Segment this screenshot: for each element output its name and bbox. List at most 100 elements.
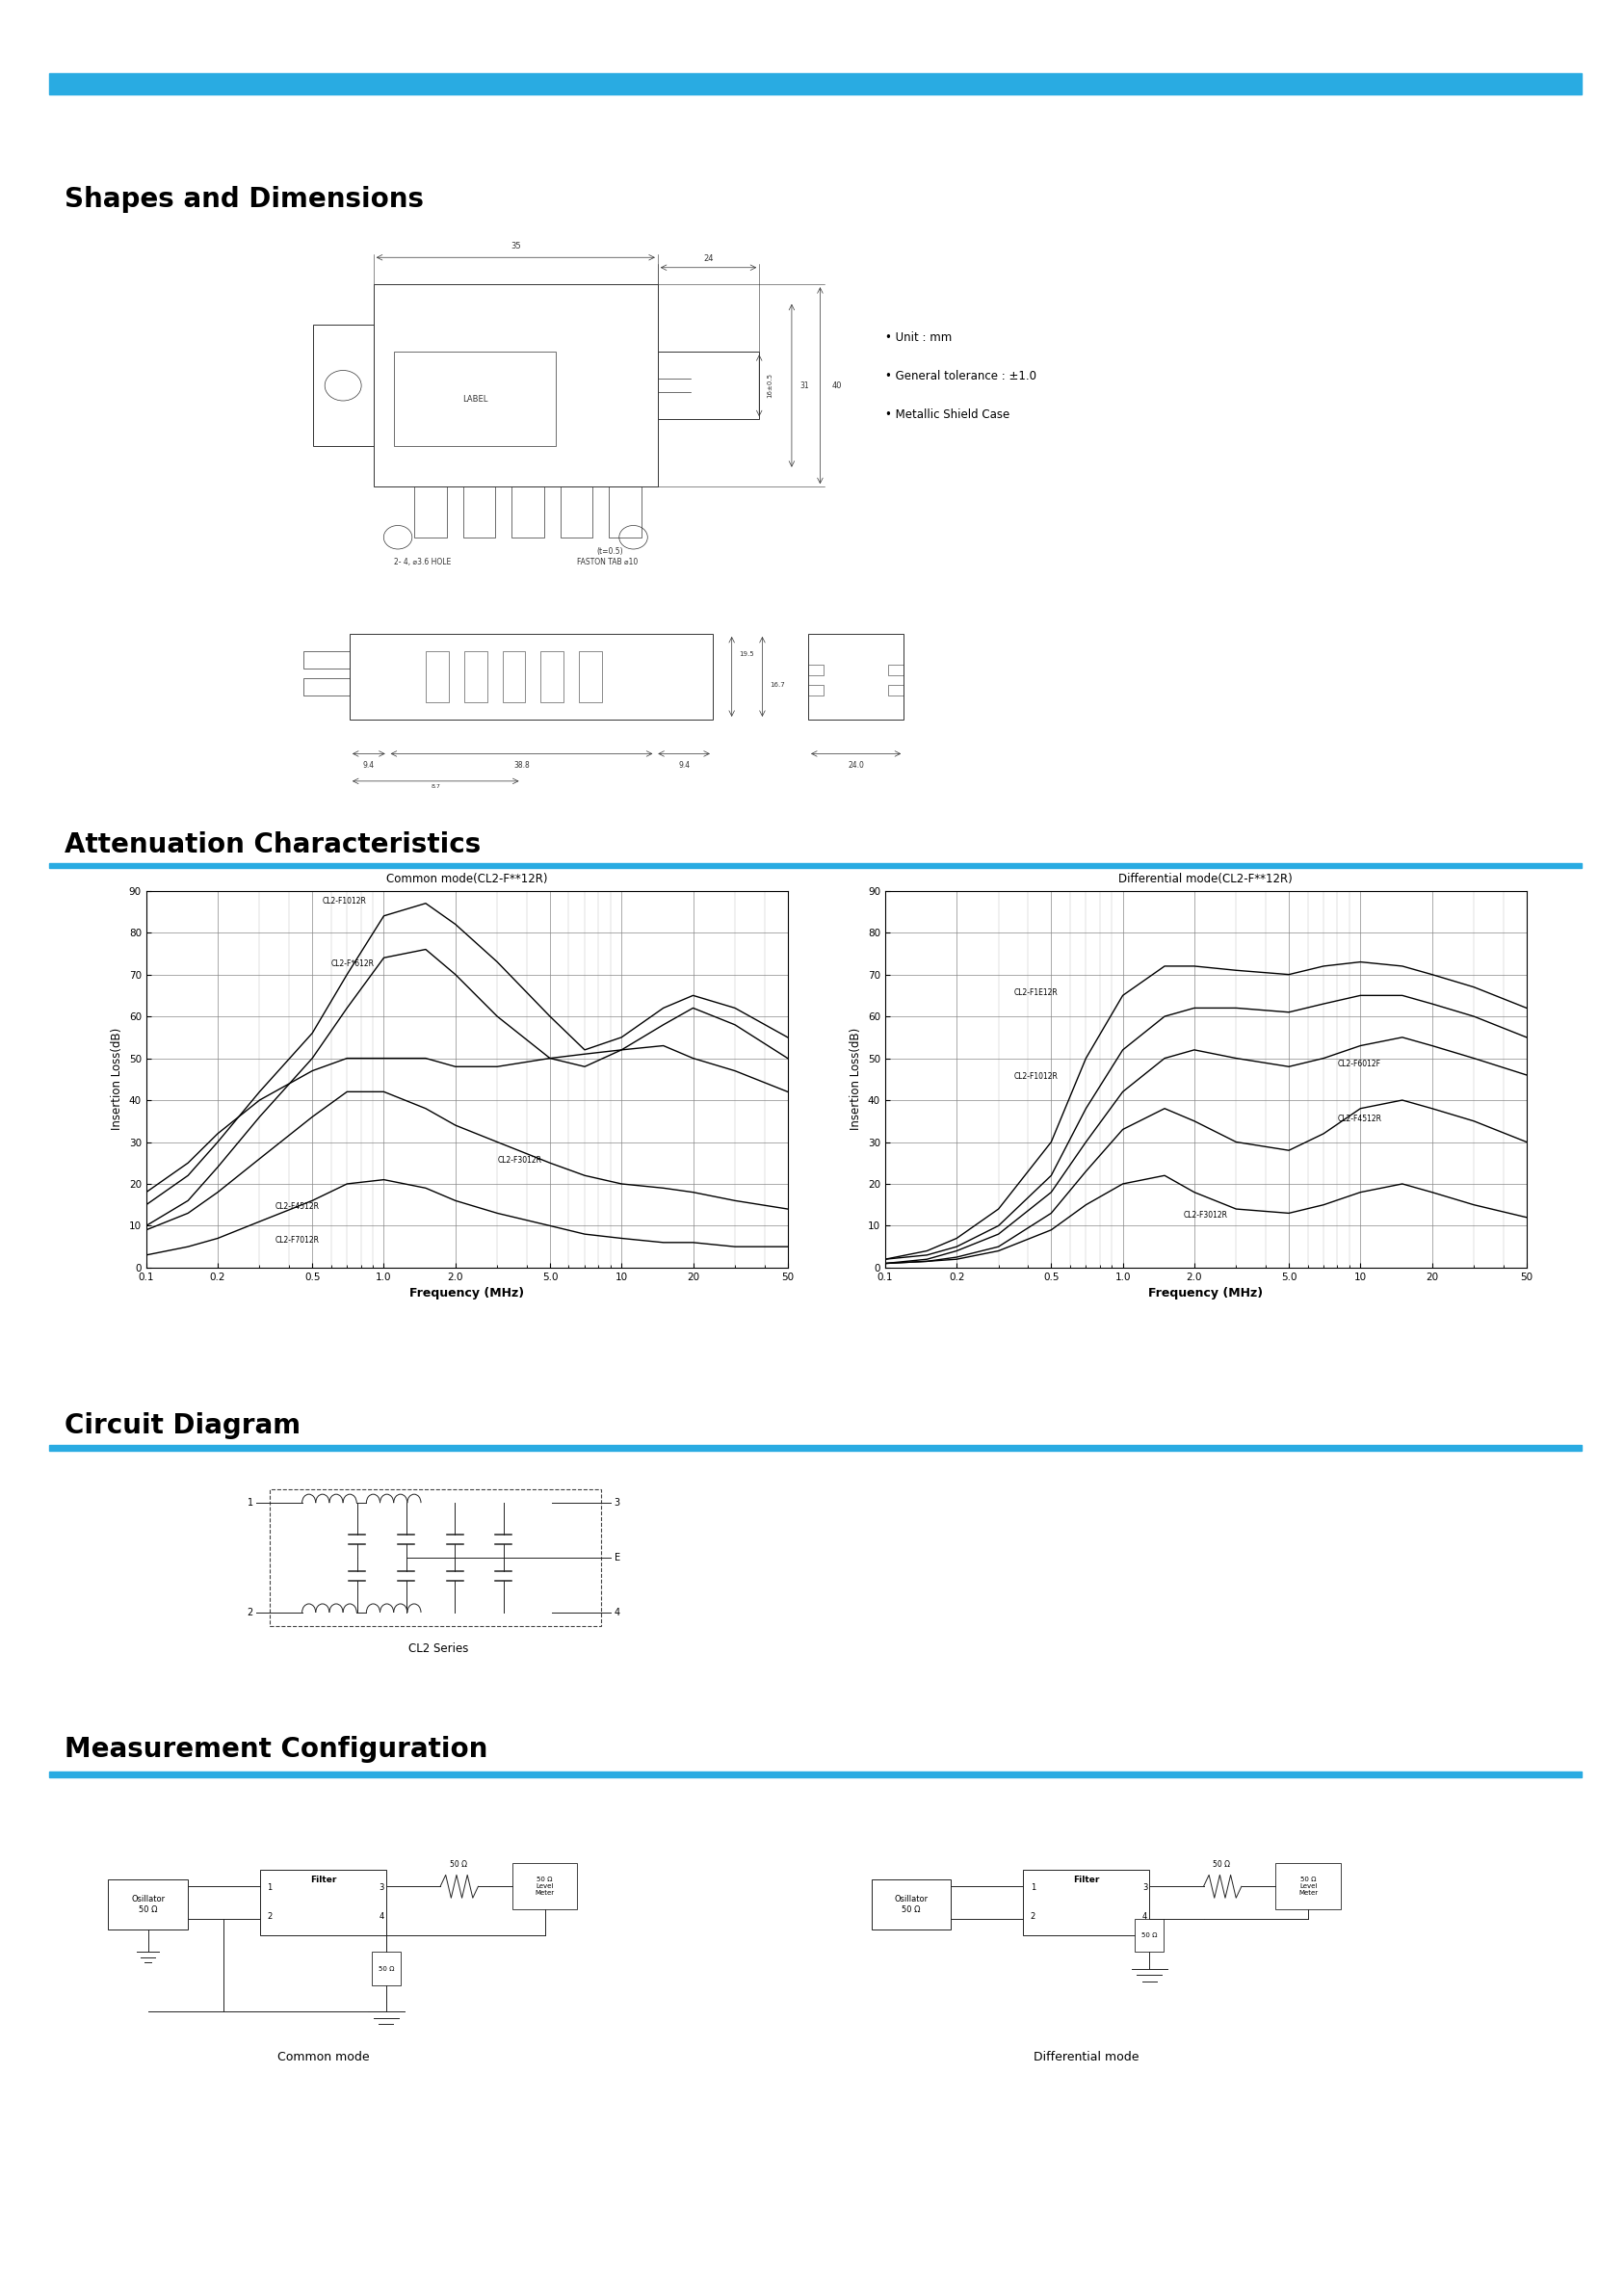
Bar (312, 324, 374, 445)
Bar (609, 486, 641, 537)
Text: 2: 2 (1030, 1912, 1036, 1921)
Text: CL2-F7012R: CL2-F7012R (276, 1236, 320, 1245)
Text: 3: 3 (1142, 1882, 1148, 1891)
Text: 50 Ω: 50 Ω (378, 1967, 395, 1971)
Text: 9.4: 9.4 (362, 761, 375, 770)
Text: 4: 4 (378, 1912, 383, 1921)
Y-axis label: Insertion Loss(dB): Insertion Loss(dB) (110, 1028, 123, 1131)
Bar (349, 635, 713, 719)
Text: 31: 31 (801, 381, 809, 391)
Text: 9.4: 9.4 (679, 761, 690, 770)
Text: 50 Ω: 50 Ω (450, 1859, 468, 1868)
Bar (888, 665, 903, 676)
Bar (578, 651, 603, 703)
Text: (t=0.5): (t=0.5) (598, 548, 624, 555)
Text: CL2-F3012R: CL2-F3012R (1184, 1211, 1228, 1220)
Bar (49, 1772, 1582, 1777)
Bar (560, 486, 593, 537)
Bar (374, 286, 658, 486)
Text: 4: 4 (614, 1608, 620, 1617)
Bar (512, 486, 544, 537)
Text: Common mode: Common mode (278, 2051, 369, 2062)
Bar (513, 1864, 578, 1909)
Bar (463, 486, 495, 537)
Text: LABEL: LABEL (463, 395, 487, 404)
Bar (270, 1489, 601, 1626)
Text: CL2-F3012R: CL2-F3012R (497, 1156, 541, 1165)
Bar (260, 1871, 387, 1937)
Text: Filter: Filter (1073, 1875, 1099, 1884)
Text: CL2 Series: CL2 Series (409, 1642, 468, 1656)
Bar (1276, 1864, 1341, 1909)
Text: • Metallic Shield Case: • Metallic Shield Case (885, 409, 1010, 420)
Title: Differential mode(CL2-F**12R): Differential mode(CL2-F**12R) (1119, 872, 1293, 886)
Text: Circuit Diagram: Circuit Diagram (65, 1412, 300, 1439)
Text: 4: 4 (1142, 1912, 1147, 1921)
Text: Differential mode: Differential mode (1033, 2051, 1138, 2062)
Text: CL2-F6012F: CL2-F6012F (1338, 1060, 1380, 1069)
Bar (502, 651, 526, 703)
Text: 38.8: 38.8 (513, 761, 529, 770)
Bar (872, 1880, 952, 1930)
Text: 24.0: 24.0 (848, 761, 864, 770)
Bar (304, 651, 349, 669)
Text: 1: 1 (247, 1498, 253, 1507)
Y-axis label: Insertion Loss(dB): Insertion Loss(dB) (849, 1028, 862, 1131)
Text: 2- 4, ⌀3.6 HOLE: 2- 4, ⌀3.6 HOLE (393, 557, 451, 566)
Bar (49, 863, 1582, 868)
Text: Measurement Configuration: Measurement Configuration (65, 1736, 489, 1763)
Text: 50 Ω
Level
Meter: 50 Ω Level Meter (1299, 1877, 1319, 1896)
Text: CL2-F1012R: CL2-F1012R (322, 898, 367, 904)
Bar (393, 352, 555, 445)
Bar (372, 1953, 401, 1985)
Text: • General tolerance : ±1.0: • General tolerance : ±1.0 (885, 370, 1036, 381)
Bar (541, 651, 564, 703)
Text: 24: 24 (703, 254, 713, 263)
Text: 1: 1 (1030, 1882, 1036, 1891)
Title: Common mode(CL2-F**12R): Common mode(CL2-F**12R) (387, 872, 547, 886)
Text: Shapes and Dimensions: Shapes and Dimensions (65, 185, 424, 212)
Bar (809, 665, 823, 676)
Text: 50 Ω: 50 Ω (1142, 1932, 1158, 1939)
Text: 50 Ω
Level
Meter: 50 Ω Level Meter (536, 1877, 555, 1896)
Bar (888, 685, 903, 697)
Text: Filter: Filter (310, 1875, 336, 1884)
X-axis label: Frequency (MHz): Frequency (MHz) (409, 1288, 525, 1300)
Text: E: E (614, 1553, 620, 1562)
Text: 2: 2 (247, 1608, 253, 1617)
Text: 3: 3 (614, 1498, 620, 1507)
Text: CL2-F1012R: CL2-F1012R (1015, 1073, 1059, 1080)
Text: 3: 3 (378, 1882, 385, 1891)
Text: Osillator
50 Ω: Osillator 50 Ω (132, 1896, 166, 1914)
Text: 16.7: 16.7 (770, 683, 784, 687)
Text: CL2-F1E12R: CL2-F1E12R (1015, 989, 1059, 998)
Text: 2: 2 (266, 1912, 273, 1921)
Text: 16±0.5: 16±0.5 (768, 372, 773, 397)
Text: • Unit : mm: • Unit : mm (885, 331, 952, 343)
Text: Osillator
50 Ω: Osillator 50 Ω (895, 1896, 929, 1914)
Bar (304, 678, 349, 697)
Bar (809, 635, 903, 719)
Text: FASTON TAB ⌀10: FASTON TAB ⌀10 (577, 557, 638, 566)
Text: 1: 1 (266, 1882, 273, 1891)
Text: 19.5: 19.5 (739, 651, 755, 658)
Bar (414, 486, 447, 537)
Bar (464, 651, 487, 703)
Bar (809, 685, 823, 697)
Bar (1135, 1919, 1164, 1953)
Text: Attenuation Characteristics: Attenuation Characteristics (65, 831, 481, 859)
Bar (49, 73, 1582, 94)
Bar (1023, 1871, 1150, 1937)
Bar (425, 651, 448, 703)
Text: CL2-F*612R: CL2-F*612R (331, 959, 375, 968)
Text: 40: 40 (833, 381, 843, 391)
X-axis label: Frequency (MHz): Frequency (MHz) (1148, 1288, 1263, 1300)
Text: CL2-F4512R: CL2-F4512R (1338, 1115, 1382, 1124)
Bar (49, 1446, 1582, 1450)
Bar (658, 352, 760, 420)
Text: CL2-F4512R: CL2-F4512R (276, 1201, 320, 1211)
Bar (109, 1880, 188, 1930)
Text: 8.7: 8.7 (430, 783, 440, 788)
Text: 35: 35 (510, 242, 521, 251)
Text: 50 Ω: 50 Ω (1213, 1859, 1231, 1868)
